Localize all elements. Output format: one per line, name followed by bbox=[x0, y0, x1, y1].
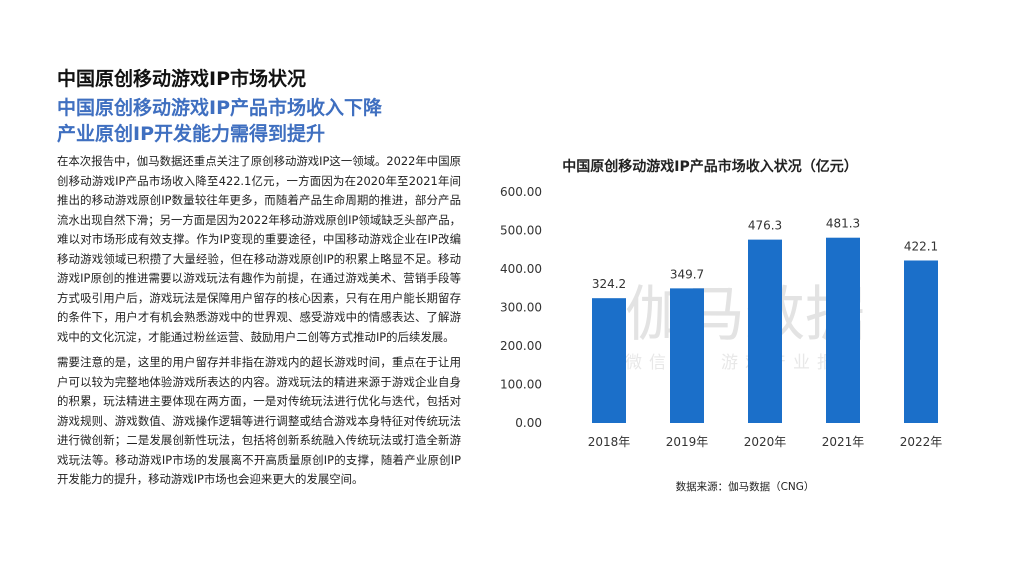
x-tick-label: 2019年 bbox=[666, 435, 709, 449]
chart-source: 数据来源：伽马数据（CNG） bbox=[676, 480, 815, 493]
bar bbox=[592, 298, 626, 423]
watermark-main: 伽马数据 bbox=[625, 280, 865, 350]
y-tick-label: 400.00 bbox=[500, 262, 542, 276]
y-tick-label: 0.00 bbox=[515, 416, 542, 430]
bar-value-label: 349.7 bbox=[670, 267, 704, 281]
body-paragraph-2: 需要注意的是，这里的用户留存并非指在游戏内的超长游戏时间，重点在于让用户可以较为… bbox=[57, 355, 461, 486]
bar bbox=[826, 237, 860, 423]
bar-value-label: 422.1 bbox=[904, 239, 938, 253]
x-tick-label: 2020年 bbox=[744, 435, 787, 449]
page-subtitle: 中国原创移动游戏IP产品市场收入下降 产业原创IP开发能力需得到提升 bbox=[57, 95, 382, 147]
x-tick-label: 2022年 bbox=[900, 435, 943, 449]
revenue-chart-svg: 中国原创移动游戏IP产品市场收入状况（亿元） 伽马数据 微信号：游戏产业报告 0… bbox=[500, 158, 943, 493]
bar-value-label: 481.3 bbox=[826, 217, 860, 231]
subtitle-line-2: 产业原创IP开发能力需得到提升 bbox=[57, 123, 325, 145]
page-title: 中国原创移动游戏IP市场状况 bbox=[57, 68, 306, 90]
bar bbox=[904, 260, 938, 423]
bar-value-label: 324.2 bbox=[592, 277, 626, 291]
x-tick-label: 2021年 bbox=[822, 435, 865, 449]
bar bbox=[748, 239, 782, 423]
y-tick-label: 100.00 bbox=[500, 378, 542, 392]
bar-value-label: 476.3 bbox=[748, 219, 782, 233]
y-tick-label: 600.00 bbox=[500, 185, 542, 199]
x-tick-label: 2018年 bbox=[588, 435, 631, 449]
revenue-chart: 中国原创移动游戏IP产品市场收入状况（亿元） 伽马数据 微信号：游戏产业报告 0… bbox=[480, 140, 1000, 500]
body-text: 在本次报告中，伽马数据还重点关注了原创移动游戏IP这一领域。2022年中国原创移… bbox=[57, 152, 461, 496]
body-paragraph-1: 在本次报告中，伽马数据还重点关注了原创移动游戏IP这一领域。2022年中国原创移… bbox=[57, 154, 461, 344]
y-tick-label: 200.00 bbox=[500, 339, 542, 353]
subtitle-line-1: 中国原创移动游戏IP产品市场收入下降 bbox=[57, 97, 382, 119]
y-tick-label: 500.00 bbox=[500, 224, 542, 238]
bar bbox=[670, 288, 704, 423]
y-tick-label: 300.00 bbox=[500, 301, 542, 315]
chart-title: 中国原创移动游戏IP产品市场收入状况（亿元） bbox=[562, 158, 857, 175]
